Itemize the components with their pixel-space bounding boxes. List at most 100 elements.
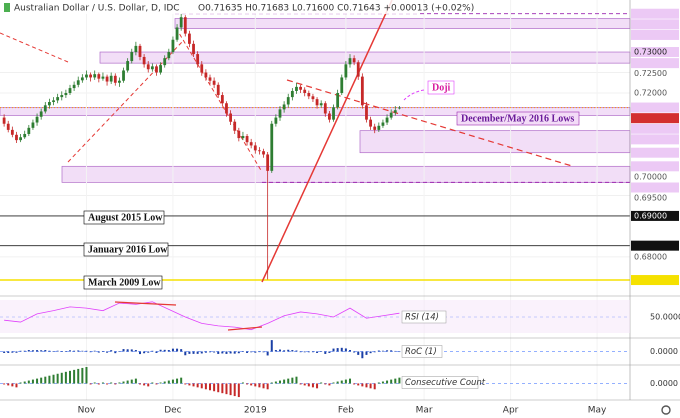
indicator-bar [241, 382, 244, 384]
indicator-bar [336, 348, 339, 352]
indicator-bar [196, 351, 199, 354]
candle-body [278, 109, 282, 118]
indicator-bar [118, 382, 121, 384]
annotation: March 2009 Low [88, 277, 161, 288]
chart-title: Australian Dollar / U.S. Dollar, D, IDC [14, 4, 180, 14]
annotations: August 2015 Low January 2016 Low March 2… [83, 80, 580, 290]
candle-body [241, 136, 245, 139]
indicator-label-box [401, 310, 447, 324]
indicator-bar [291, 350, 294, 352]
candle-body [352, 58, 356, 63]
indicator-bar [336, 381, 339, 384]
annotation: January 2016 Low [88, 244, 168, 255]
candle-body [64, 93, 68, 96]
price-badge [631, 68, 679, 79]
candle-body [72, 84, 76, 89]
candle-body [179, 17, 183, 28]
indicator-bar [377, 350, 380, 352]
indicator-bar [250, 351, 253, 353]
indicator-bar [60, 351, 63, 352]
candle-body [122, 70, 125, 81]
candle-body [266, 154, 270, 171]
indicator-bar [171, 379, 174, 384]
indicator-bar [48, 375, 51, 384]
indicator-bar [274, 350, 277, 352]
candle-body [315, 99, 319, 106]
indicator-bar [69, 350, 71, 352]
annotation-box [83, 210, 165, 225]
candle-body [167, 52, 171, 59]
indicator-bar [200, 383, 203, 389]
y-tick-label: 0.68000 [634, 252, 667, 261]
indicator-bar [27, 350, 30, 352]
indicator-bar [340, 347, 343, 352]
annotation: December/May 2016 Lows [461, 113, 574, 124]
candle-body [85, 74, 88, 78]
zone [174, 18, 631, 29]
y-tick-label: 0.69500 [634, 194, 667, 203]
indicator-bar [394, 378, 397, 384]
candle-body [311, 96, 315, 100]
indicator-bar [213, 351, 216, 353]
indicator-bar [40, 350, 43, 352]
collapse-icon[interactable] [4, 3, 10, 12]
candle-body [237, 130, 241, 139]
indicator-bar [11, 351, 14, 353]
indicator-bar [229, 351, 232, 354]
indicator-bar [139, 383, 141, 385]
indicator-bar [180, 377, 183, 384]
indicator-bar [254, 351, 257, 353]
indicator-bar [163, 349, 166, 352]
candle-body [216, 84, 220, 96]
indicator-bar [143, 351, 146, 354]
indicator-bar [386, 380, 389, 384]
indicator-label: Consecutive Count [405, 378, 486, 388]
candle-body [130, 52, 134, 62]
indicator-bar [357, 351, 360, 355]
candle-body [253, 145, 257, 151]
indicator-bar [89, 351, 92, 353]
indicator-bar [270, 382, 273, 384]
settings-icon[interactable] [661, 405, 671, 415]
price-badge [631, 8, 679, 19]
indicator-bar [246, 351, 249, 353]
candle-body [200, 64, 204, 73]
indicator-bar [167, 380, 170, 384]
indicator-bar [180, 349, 183, 352]
y-tick-label: 0.70000 [634, 172, 667, 181]
indicator-bar [344, 348, 347, 352]
indicator-bar [48, 350, 51, 352]
price-badge [631, 123, 679, 134]
indicator-bar [365, 351, 368, 355]
indicator-bar [196, 383, 199, 388]
indicator-bar [344, 379, 347, 384]
indicator-bar [147, 383, 150, 387]
indicator-bar [85, 350, 88, 352]
price-badge [631, 161, 679, 172]
indicator-bar [7, 351, 10, 353]
candle-body [163, 58, 167, 66]
indicator-bar [3, 383, 6, 385]
candle-body [328, 113, 331, 120]
settings-gear[interactable] [661, 405, 671, 415]
price-badge [631, 275, 679, 286]
indicator-bar [246, 383, 249, 385]
candle-body [76, 80, 80, 85]
indicator-bar [130, 349, 133, 352]
indicator-bar [184, 351, 187, 356]
indicator-bar [361, 383, 364, 387]
candle-body [126, 61, 130, 71]
indicator-bar [311, 383, 314, 388]
indicator-bar [171, 348, 174, 352]
y-tick-label: 0.72500 [634, 69, 667, 78]
price-badge [631, 210, 679, 221]
indicator-bar [365, 383, 368, 388]
indicator-bar [44, 350, 47, 352]
indicator-bar [266, 351, 269, 356]
x-tick-label: May [588, 406, 607, 416]
candle-body [43, 105, 47, 112]
indicator-bar [217, 351, 220, 354]
candle-body [385, 117, 389, 123]
annotation-box [427, 80, 455, 95]
candle-body [171, 39, 175, 53]
